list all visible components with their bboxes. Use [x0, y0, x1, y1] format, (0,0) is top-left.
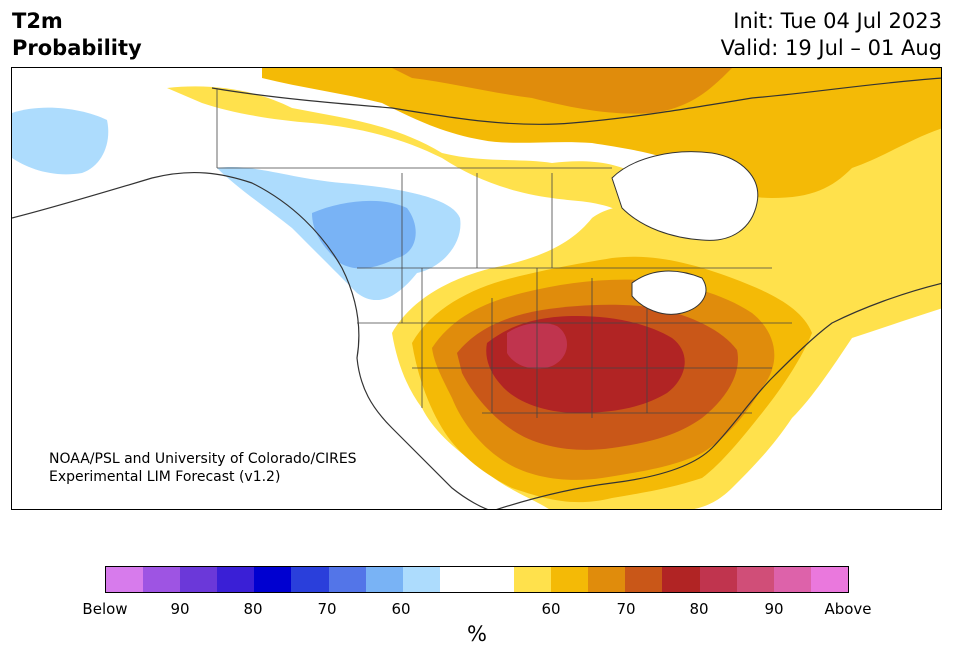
credit-line-1: NOAA/PSL and University of Colorado/CIRE… [49, 451, 357, 467]
colorbar-tick-label: 70 [616, 600, 636, 618]
colorbar-tick-label: Below [82, 600, 128, 618]
forecast-credit: NOAA/PSL and University of Colorado/CIRE… [49, 450, 357, 486]
colorbar-segment [551, 567, 589, 592]
above-normal-canada-inner [262, 68, 941, 198]
colorbar-segment [773, 567, 811, 592]
colorbar [105, 566, 849, 593]
colorbar-segment [217, 567, 255, 592]
colorbar-tick-label: 60 [391, 600, 411, 618]
colorbar-tick-label: 90 [170, 600, 190, 618]
below-normal-alaska [12, 107, 109, 175]
colorbar-tick-label: 60 [541, 600, 561, 618]
colorbar-tick-label: Above [824, 600, 872, 618]
above-normal-canada-core [392, 68, 732, 114]
hudson-bay [611, 151, 759, 241]
colorbar-segment [180, 567, 218, 592]
colorbar-segment [514, 567, 552, 592]
above-normal-canada-outer [167, 86, 941, 302]
init-date: Init: Tue 04 Jul 2023 [733, 9, 942, 33]
colorbar-segment [365, 567, 403, 592]
colorbar-tick-label: 80 [689, 600, 709, 618]
probability-map [12, 68, 941, 509]
colorbar-segment [143, 567, 181, 592]
colorbar-segment [810, 567, 848, 592]
colorbar-segment [588, 567, 626, 592]
credit-line-2: Experimental LIM Forecast (v1.2) [49, 469, 281, 485]
map-title: T2m Probability [12, 8, 142, 62]
title-line-2: Probability [12, 36, 142, 60]
colorbar-segment [699, 567, 737, 592]
coastlines [12, 77, 941, 509]
colorbar-segment [625, 567, 663, 592]
colorbar-units: % [467, 622, 487, 646]
forecast-dates: Init: Tue 04 Jul 2023 Valid: 19 Jul – 01… [721, 8, 942, 62]
colorbar-tick-label: 90 [764, 600, 784, 618]
colorbar-segment [106, 567, 144, 592]
colorbar-segment [736, 567, 774, 592]
great-lakes [631, 270, 707, 315]
colorbar-segment [254, 567, 292, 592]
colorbar-tick-label: 80 [243, 600, 263, 618]
colorbar-tick-label: 70 [317, 600, 337, 618]
political-borders [216, 88, 792, 418]
below-normal-northwest-core [312, 200, 416, 269]
colorbar-segment [662, 567, 700, 592]
title-line-1: T2m [12, 9, 63, 33]
map-panel [11, 67, 942, 510]
colorbar-segment [291, 567, 329, 592]
colorbar-segment [402, 567, 440, 592]
colorbar-segment [439, 567, 477, 592]
colorbar-segment [328, 567, 366, 592]
colorbar-segment [476, 567, 515, 592]
valid-period: Valid: 19 Jul – 01 Aug [720, 36, 942, 60]
